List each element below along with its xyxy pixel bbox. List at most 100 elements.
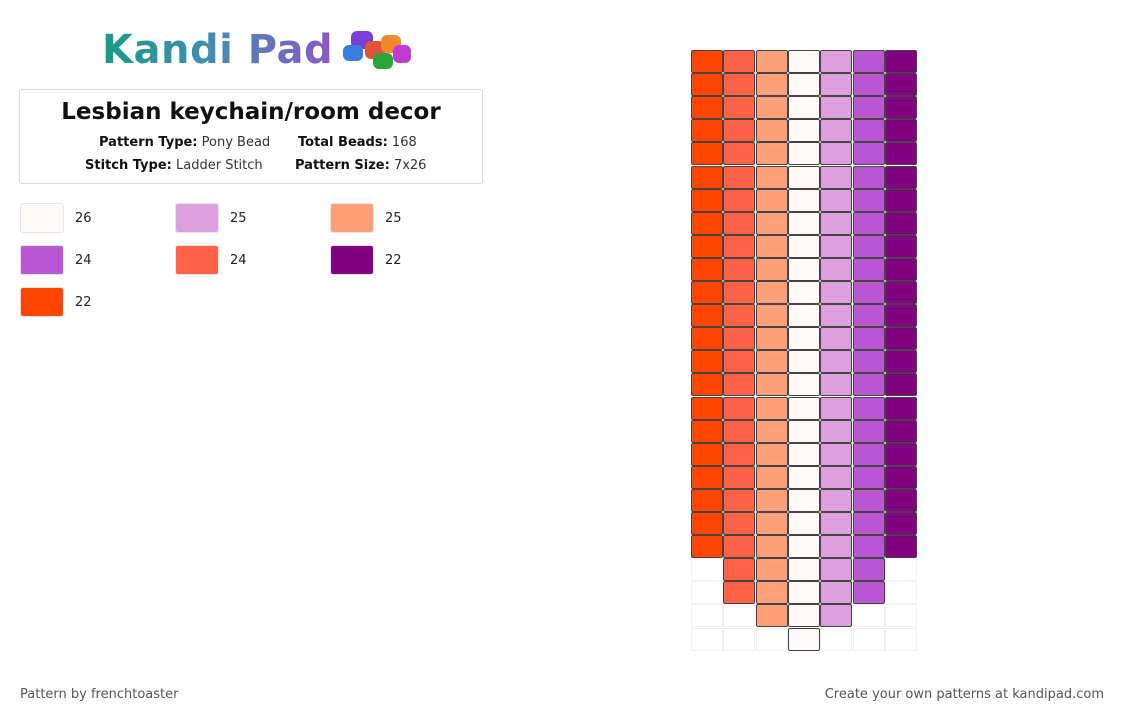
bead: [852, 281, 885, 304]
bead: [852, 442, 885, 466]
bead: [723, 50, 756, 73]
bead: [723, 257, 756, 281]
bead: [787, 96, 820, 120]
bead: [820, 50, 853, 73]
bead: [884, 396, 917, 420]
total-beads-meta: Total Beads: 168: [298, 135, 417, 150]
bead: [820, 604, 853, 628]
bead: [852, 535, 885, 559]
bead: [723, 465, 756, 489]
empty-cell: [820, 627, 853, 651]
bead-count: 26: [75, 210, 92, 226]
bead: [723, 581, 756, 605]
bead: [691, 257, 723, 281]
bead: [755, 73, 788, 97]
bead: [820, 488, 853, 512]
bead: [755, 304, 788, 328]
legend-item: 24: [20, 245, 92, 275]
bead: [723, 558, 756, 582]
bead: [787, 119, 820, 143]
bead: [723, 304, 756, 328]
empty-cell: [884, 558, 917, 582]
empty-cell: [755, 627, 788, 651]
bead: [755, 257, 788, 281]
bead: [852, 419, 885, 443]
bead: [852, 119, 885, 143]
bead: [820, 373, 853, 397]
bead: [884, 304, 917, 328]
bead: [755, 188, 788, 212]
bead: [691, 488, 723, 512]
bead: [820, 419, 853, 443]
bead: [755, 165, 788, 189]
bead: [884, 465, 917, 489]
bead: [852, 96, 885, 120]
bead: [755, 96, 788, 120]
bead: [884, 512, 917, 535]
bead: [820, 581, 853, 605]
bead: [820, 350, 853, 374]
bead: [723, 512, 756, 535]
bead: [691, 396, 723, 420]
bead: [755, 350, 788, 374]
bead: [820, 558, 853, 582]
bead: [691, 165, 723, 189]
logo-text: Kandi Pad: [102, 27, 334, 73]
pattern-info-card: Lesbian keychain/room decor Pattern Type…: [19, 89, 483, 184]
bead: [723, 234, 756, 258]
bead: [884, 327, 917, 351]
bead: [852, 257, 885, 281]
empty-cell: [884, 627, 917, 651]
bead: [691, 442, 723, 466]
bead: [691, 304, 723, 328]
pattern-size-meta: Pattern Size: 7x26: [295, 158, 426, 173]
empty-cell: [852, 627, 885, 651]
empty-cell: [884, 604, 917, 628]
bead: [723, 281, 756, 304]
bead: [787, 73, 820, 97]
bead: [852, 558, 885, 582]
bead: [884, 535, 917, 559]
bead: [755, 119, 788, 143]
bead: [755, 281, 788, 304]
color-swatch: [20, 287, 64, 317]
bead: [755, 211, 788, 235]
stitch-type-meta: Stitch Type: Ladder Stitch: [85, 158, 263, 173]
bead: [852, 165, 885, 189]
kandi-pad-logo[interactable]: Kandi Pad: [102, 26, 419, 74]
bead: [852, 142, 885, 166]
bead: [787, 604, 820, 628]
empty-cell: [852, 604, 885, 628]
bead: [755, 234, 788, 258]
bead: [787, 442, 820, 466]
bead: [723, 211, 756, 235]
bead: [755, 142, 788, 166]
bead: [755, 581, 788, 605]
bead: [787, 512, 820, 535]
bead-count: 22: [75, 294, 92, 310]
bead: [723, 142, 756, 166]
legend-item: 26: [20, 203, 92, 233]
bead-count: 25: [230, 210, 247, 226]
bead: [852, 234, 885, 258]
color-swatch: [175, 203, 219, 233]
bead: [787, 188, 820, 212]
bead: [755, 50, 788, 73]
bead: [787, 257, 820, 281]
bead: [723, 396, 756, 420]
legend-item: 22: [20, 287, 92, 317]
empty-cell: [691, 581, 723, 605]
bead: [884, 96, 917, 120]
bead: [755, 558, 788, 582]
bead: [691, 373, 723, 397]
pattern-type-meta: Pattern Type: Pony Bead: [99, 135, 270, 150]
bead: [787, 627, 820, 651]
bead: [755, 604, 788, 628]
bead: [691, 535, 723, 559]
site-credit-link[interactable]: Create your own patterns at kandipad.com: [824, 687, 1104, 702]
empty-cell: [691, 627, 723, 651]
bead: [723, 165, 756, 189]
bead: [852, 350, 885, 374]
bead: [820, 234, 853, 258]
bead: [755, 512, 788, 535]
